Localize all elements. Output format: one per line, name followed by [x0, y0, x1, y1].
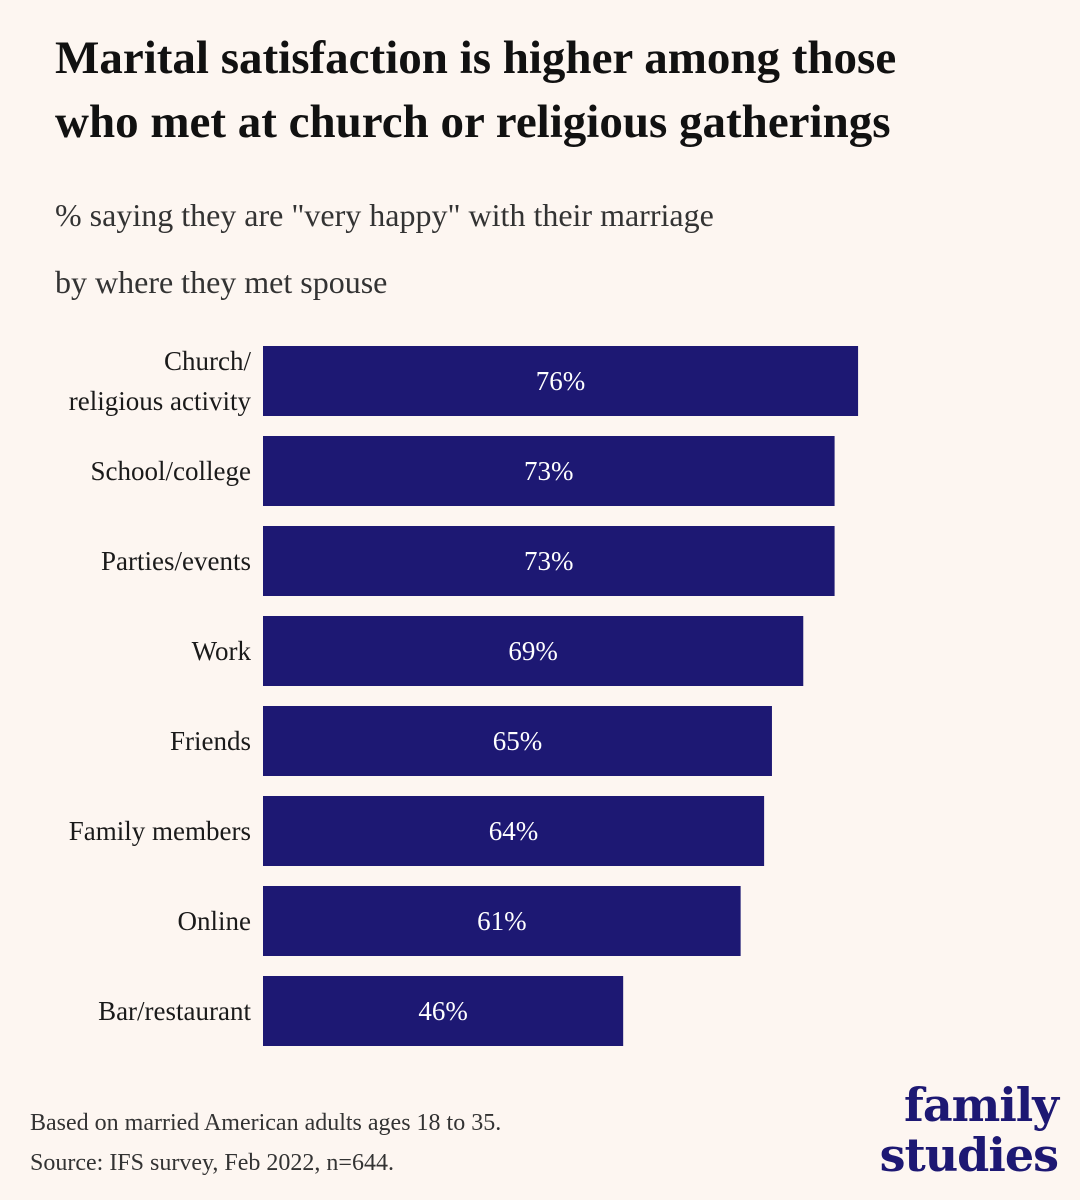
- footnote-source: Source: IFS survey, Feb 2022, n=644.: [30, 1150, 394, 1176]
- family-studies-logo: family studies: [879, 1078, 1059, 1182]
- chart-title-line-2: who met at church or religious gathering…: [55, 96, 891, 148]
- bar-value-label: 76%: [536, 366, 586, 396]
- bar: [263, 346, 859, 416]
- bar: [263, 526, 835, 596]
- bar: [263, 436, 835, 506]
- category-label: School/college: [91, 456, 251, 486]
- logo-line-2: studies: [879, 1128, 1059, 1182]
- category-label: Bar/restaurant: [98, 996, 251, 1026]
- chart-subtitle: % saying they are "very happy" with thei…: [55, 182, 955, 316]
- category-label: Friends: [170, 726, 251, 756]
- logo-line-1: family: [904, 1078, 1059, 1132]
- bar-value-label: 73%: [524, 456, 574, 486]
- bar-value-label: 46%: [418, 996, 468, 1026]
- bar-value-label: 64%: [489, 816, 539, 846]
- bar-value-label: 69%: [508, 636, 558, 666]
- category-label: Online: [178, 906, 252, 936]
- chart-subtitle-line-1: % saying they are "very happy" with thei…: [55, 197, 714, 233]
- chart-title-line-1: Marital satisfaction is higher among tho…: [55, 32, 897, 84]
- category-label: Family members: [69, 816, 251, 846]
- bar: [263, 976, 624, 1046]
- footnote: Based on married American adults ages 18…: [30, 1103, 501, 1183]
- bar-value-label: 65%: [493, 726, 543, 756]
- category-label: Church/: [164, 346, 251, 376]
- chart-subtitle-line-2: by where they met spouse: [55, 264, 388, 300]
- bar-value-label: 61%: [477, 906, 527, 936]
- bar: [263, 886, 741, 956]
- chart-title: Marital satisfaction is higher among tho…: [55, 26, 1055, 154]
- category-label: Parties/events: [101, 546, 251, 576]
- category-label: religious activity: [69, 386, 252, 416]
- footnote-sample-note: Based on married American adults ages 18…: [30, 1110, 502, 1136]
- bar-value-label: 73%: [524, 546, 574, 576]
- category-label: Work: [192, 636, 252, 666]
- bar: [263, 616, 804, 686]
- bar: [263, 706, 772, 776]
- bar: [263, 796, 765, 866]
